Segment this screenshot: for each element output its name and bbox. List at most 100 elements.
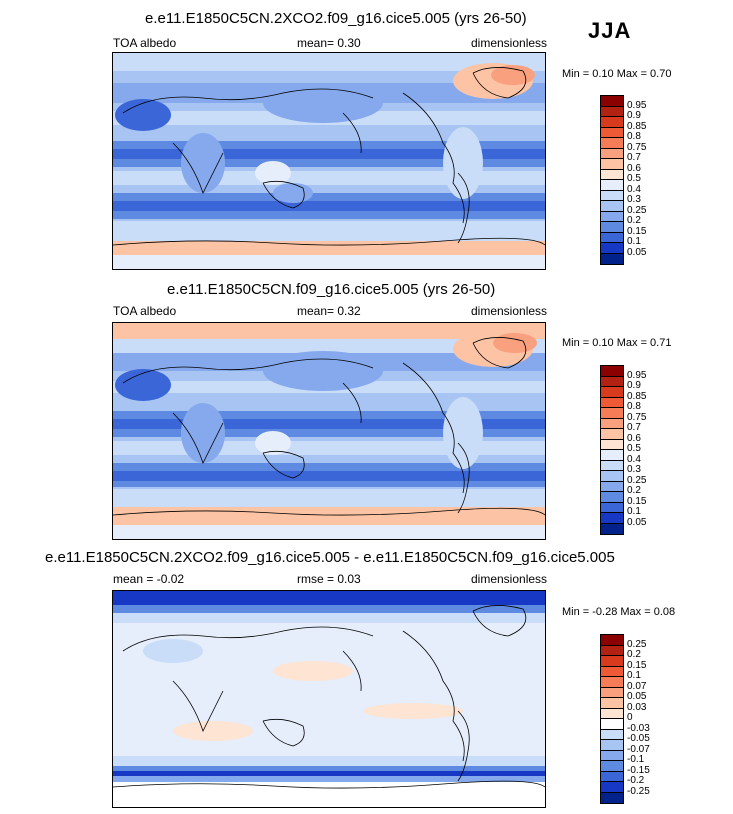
colorbar-swatch (601, 513, 623, 524)
colorbar-level-label: 0.05 (627, 691, 647, 702)
colorbar-level-label: 0.2 (627, 649, 641, 660)
colorbar-swatch (601, 635, 623, 646)
colorbar-swatch (601, 450, 623, 461)
colorbar-swatch (601, 127, 623, 138)
colorbar-swatch (601, 677, 623, 688)
colorbar-level-label: 0.03 (627, 701, 647, 713)
colorbar-swatch (601, 222, 623, 233)
colorbar-level-label: 0.15 (627, 495, 647, 507)
colorbar-swatch (601, 666, 623, 677)
panel3-mean-label: mean = -0.02 (113, 572, 185, 586)
colorbar-swatch (601, 211, 623, 222)
colorbar-swatch (601, 439, 623, 450)
panel2-map (112, 322, 546, 540)
colorbar-swatch (601, 96, 623, 107)
colorbar-swatch (601, 169, 623, 180)
colorbar-level-label: 0.07 (627, 680, 647, 692)
colorbar-level-label: 0.85 (627, 120, 647, 132)
colorbar-level-label: -0.15 (627, 764, 650, 776)
colorbar-swatch (601, 761, 623, 772)
colorbar-swatch (601, 687, 623, 698)
colorbar-level-label: 0.7 (627, 152, 641, 163)
colorbar-swatch (601, 502, 623, 513)
colorbar-swatch (601, 492, 623, 503)
colorbar-swatch (601, 750, 623, 761)
panel2-mean-label: mean= 0.32 (297, 304, 361, 318)
colorbar-level-label: 0.05 (627, 246, 647, 258)
colorbar-level-label: 0 (627, 712, 633, 723)
colorbar-level-label: -0.2 (627, 775, 645, 786)
colorbar-swatch (601, 397, 623, 408)
colorbar-level-label: -0.03 (627, 722, 650, 734)
panel1-units-label: dimensionless (471, 36, 548, 50)
colorbar-swatch (601, 190, 623, 201)
colorbar-level-label: 0.25 (627, 474, 647, 486)
colorbar-swatch (601, 656, 623, 667)
colorbar-level-label: 0.9 (627, 380, 641, 391)
panel1-colorbar (600, 95, 624, 265)
colorbar-level-label: 0.1 (627, 236, 641, 247)
panel2-minmax: Min = 0.10 Max = 0.71 (562, 337, 672, 349)
colorbar-level-label: 0.25 (627, 638, 647, 650)
colorbar-level-label: 0.8 (627, 131, 641, 142)
colorbar-level-label: 0.5 (627, 443, 641, 454)
panel2-title: e.e11.E1850C5CN.f09_g16.cice5.005 (yrs 2… (167, 281, 496, 298)
colorbar-swatch (601, 148, 623, 159)
colorbar-swatch (601, 481, 623, 492)
panel1-minmax: Min = 0.10 Max = 0.70 (562, 68, 672, 80)
colorbar-swatch (601, 387, 623, 398)
colorbar-level-label: 0.4 (627, 453, 641, 465)
colorbar-level-label: -0.25 (627, 785, 650, 797)
panel3-minmax: Min = -0.28 Max = 0.08 (562, 606, 676, 618)
colorbar-swatch (601, 243, 623, 254)
colorbar-level-label: 0.1 (627, 670, 641, 681)
colorbar-level-label: 0.75 (627, 411, 647, 423)
colorbar-level-label: 0.9 (627, 110, 641, 121)
colorbar-level-label: 0.2 (627, 485, 641, 496)
panel2-variable-label: TOA albedo (113, 304, 177, 318)
colorbar-swatch (601, 366, 623, 377)
colorbar-level-label: 0.75 (627, 141, 647, 153)
colorbar-swatch (601, 729, 623, 740)
colorbar-level-label: 0.95 (627, 99, 647, 111)
colorbar-swatch (601, 376, 623, 387)
colorbar-swatch (601, 138, 623, 149)
colorbar-swatch (601, 253, 623, 264)
panel1-map (112, 52, 546, 270)
panel1-mean-label: mean= 0.30 (297, 36, 361, 50)
colorbar-swatch (601, 792, 623, 803)
colorbar-level-label: 0.95 (627, 369, 647, 381)
colorbar-swatch (601, 698, 623, 709)
colorbar-swatch (601, 460, 623, 471)
colorbar-level-label: 0.3 (627, 464, 641, 475)
colorbar-level-label: -0.05 (627, 733, 650, 744)
colorbar-swatch (601, 771, 623, 782)
colorbar-swatch (601, 782, 623, 793)
colorbar-swatch (601, 159, 623, 170)
colorbar-level-label: 0.25 (627, 204, 647, 216)
colorbar-swatch (601, 523, 623, 534)
colorbar-swatch (601, 740, 623, 751)
colorbar-swatch (601, 117, 623, 128)
season-label: JJA (588, 18, 632, 43)
colorbar-swatch (601, 201, 623, 212)
colorbar-swatch (601, 471, 623, 482)
colorbar-level-label: 0.2 (627, 215, 641, 226)
colorbar-swatch (601, 232, 623, 243)
panel3-title: e.e11.E1850C5CN.2XCO2.f09_g16.cice5.005 … (45, 549, 615, 566)
colorbar-level-label: 0.15 (627, 659, 647, 671)
colorbar-level-label: 0.05 (627, 516, 647, 528)
panel2-colorbar (600, 365, 624, 535)
colorbar-level-label: 0.8 (627, 401, 641, 412)
colorbar-level-label: 0.3 (627, 194, 641, 205)
colorbar-level-label: 0.1 (627, 506, 641, 517)
colorbar-level-label: -0.07 (627, 743, 650, 755)
colorbar-level-label: 0.4 (627, 183, 641, 195)
colorbar-level-label: -0.1 (627, 754, 645, 765)
panel3-colorbar (600, 634, 624, 804)
colorbar-level-label: 0.15 (627, 225, 647, 237)
colorbar-level-label: 0.5 (627, 173, 641, 184)
colorbar-level-label: 0.6 (627, 162, 641, 174)
colorbar-swatch (601, 180, 623, 191)
colorbar-level-label: 0.7 (627, 422, 641, 433)
